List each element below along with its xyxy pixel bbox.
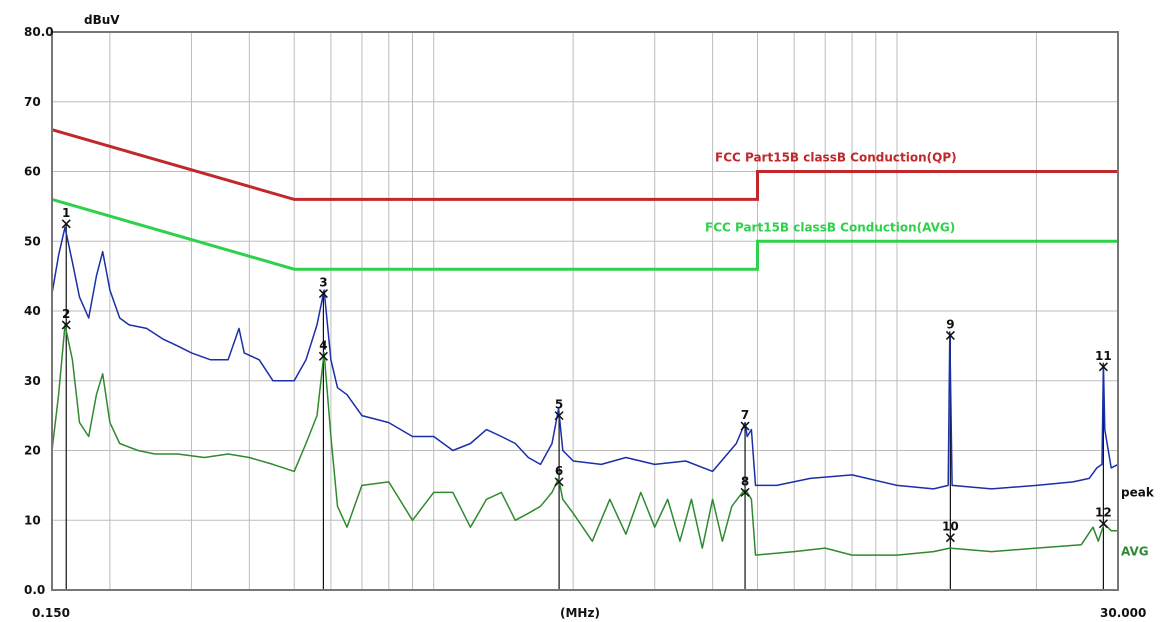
traces [51,226,1119,556]
marker-point [945,330,955,340]
limit-lines [51,128,1118,271]
marker-point [945,533,955,543]
grid [52,32,1118,590]
marker-label: 1 [62,206,70,220]
marker-label: 4 [319,338,327,352]
y-tick-label: 30 [24,374,41,388]
y-tick-label: 70 [24,95,41,109]
avg-limit-label: FCC Part15B classB Conduction(AVG) [705,220,955,234]
x-tick-label: 0.150 [32,606,70,620]
marker-point [554,477,564,487]
avg-trace [51,324,1118,556]
peak-trace-label: peak [1121,485,1155,499]
axes: dBuV (MHz) 0.0 10 20 30 40 50 60 70 80.0 0.150 30.… [24,13,1146,620]
peak-trace [51,226,1119,490]
y-tick-label: 0.0 [24,583,45,597]
marker-label: 5 [555,398,563,412]
marker-point [61,219,71,229]
y-tick-label: 50 [24,234,41,248]
marker-label: 10 [942,520,959,534]
marker-label: 7 [741,408,749,422]
marker-point [1098,519,1108,529]
marker-point [1098,362,1108,372]
marker-label: 6 [555,464,563,478]
marker-point [61,320,71,330]
y-tick-label: 60 [24,165,41,179]
marker-point [318,351,328,361]
series-labels: FCC Part15B classB Conduction(QP) FCC Par… [705,151,1155,559]
x-tick-label: 30.000 [1100,606,1146,620]
marker-point [554,411,564,421]
marker-point [318,289,328,299]
y-tick-label: 20 [24,444,41,458]
y-axis-unit-label: dBuV [84,13,120,27]
marker-label: 8 [741,474,749,488]
plot-frame [51,31,1119,591]
qp-limit-line [51,128,1118,201]
marker-point [740,487,750,497]
marker-label: 11 [1095,349,1112,363]
y-tick-label: 10 [24,513,41,527]
x-axis-label: (MHz) [560,606,600,620]
y-tick-label: 40 [24,304,41,318]
marker-label: 12 [1095,506,1112,520]
y-tick-label: 80.0 [24,25,54,39]
marker-point [740,421,750,431]
qp-limit-label: FCC Part15B classB Conduction(QP) [715,151,957,165]
marker-label: 3 [319,276,327,290]
marker-drop-lines [65,223,1104,590]
marker-label: 2 [62,307,70,321]
marker-label: 9 [946,317,954,331]
avg-limit-line [51,197,1118,271]
avg-trace-label: AVG [1121,545,1149,559]
